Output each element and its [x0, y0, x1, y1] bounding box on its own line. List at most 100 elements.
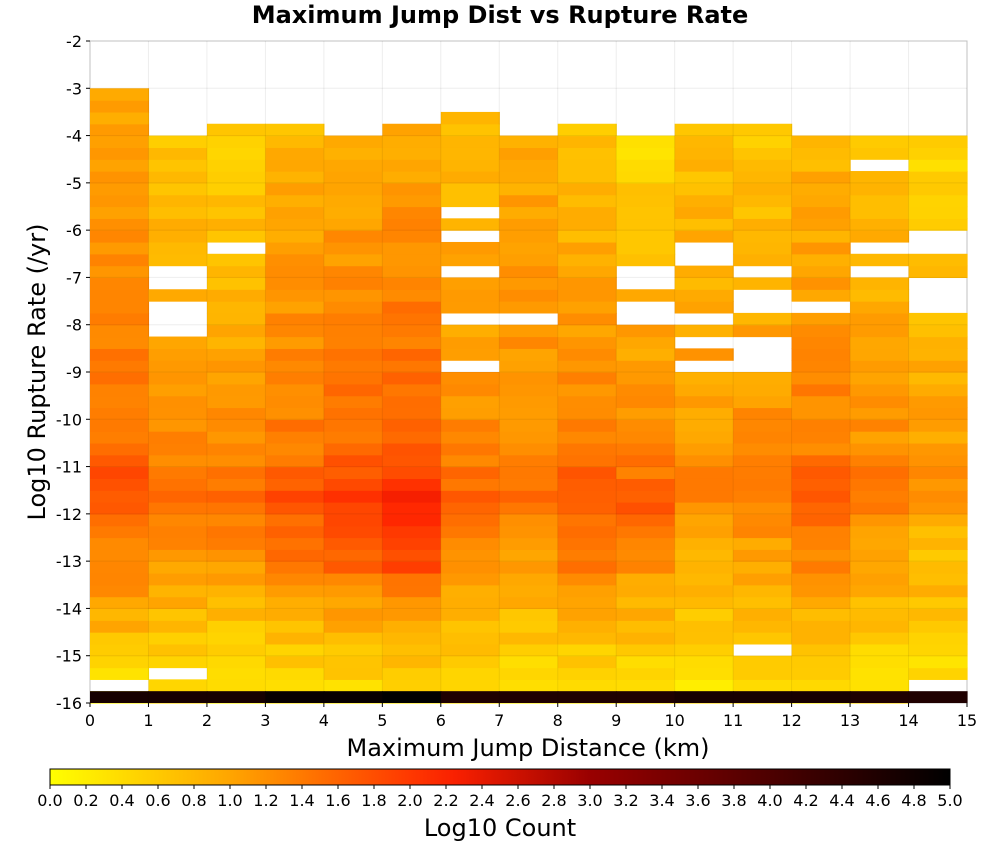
heatmap-cell	[499, 206, 559, 219]
heatmap-cell	[382, 277, 442, 290]
heatmap-cell	[499, 632, 559, 645]
heatmap-cell	[206, 218, 266, 231]
heatmap-cell	[733, 525, 793, 539]
heatmap-cell	[850, 348, 910, 361]
heatmap-cell	[323, 372, 383, 385]
heatmap-cell	[499, 230, 559, 243]
heatmap-cell	[850, 596, 910, 610]
y-tick-label: -2	[66, 32, 82, 51]
heatmap-cell	[206, 667, 266, 680]
heatmap-cell	[791, 632, 851, 645]
heatmap-cell	[733, 147, 793, 160]
heatmap-cell	[557, 549, 617, 562]
heatmap-cell	[206, 312, 266, 326]
heatmap-cell	[850, 301, 910, 314]
heatmap-cell	[440, 454, 500, 468]
heatmap-cell	[90, 111, 150, 125]
heatmap-cell	[382, 466, 442, 479]
heatmap-cell	[616, 584, 676, 598]
y-axis-ticks: -2 -3 -4 -5 -6 -7 -8 -9 -10 -11 -12 -13 -14 -15 -16	[56, 32, 90, 713]
heatmap-cell	[791, 348, 851, 361]
heatmap-cell	[674, 324, 734, 338]
heatmap-cell	[265, 691, 325, 703]
heatmap-cell	[382, 596, 442, 610]
heatmap-cell	[557, 312, 617, 326]
heatmap-cell	[499, 301, 559, 314]
heatmap-cell	[265, 312, 325, 326]
heatmap-cell	[148, 572, 208, 586]
heatmap-cell	[850, 431, 910, 444]
heatmap-cell	[265, 572, 325, 586]
heatmap-cell	[499, 253, 559, 267]
heatmap-cell	[674, 289, 734, 302]
heatmap-cell	[733, 230, 793, 243]
heatmap-cell	[733, 561, 793, 574]
heatmap-cell	[908, 218, 968, 231]
heatmap-cell	[616, 572, 676, 586]
heatmap-cell	[557, 277, 617, 290]
x-tick-label: 7	[494, 711, 504, 730]
heatmap-cell	[323, 324, 383, 338]
colorbar-tick-label: 4.2	[793, 791, 818, 810]
heatmap-cell	[440, 537, 500, 550]
heatmap-cell	[674, 490, 734, 503]
heatmap-cell	[382, 159, 442, 172]
heatmap-cell	[791, 466, 851, 479]
heatmap-cell	[323, 596, 383, 610]
heatmap-cell	[440, 478, 500, 491]
x-tick-label: 3	[260, 711, 270, 730]
heatmap-cell	[148, 407, 208, 420]
heatmap-cell	[616, 691, 676, 703]
heatmap-cell	[90, 407, 150, 420]
heatmap-cell	[206, 584, 266, 598]
heatmap-cell	[499, 466, 559, 479]
heatmap-cell	[206, 632, 266, 645]
colorbar-tick-label: 4.4	[829, 791, 854, 810]
heatmap-cell	[908, 159, 968, 172]
heatmap-cell	[148, 549, 208, 562]
y-tick-label: -8	[66, 316, 82, 335]
heatmap-cell	[674, 194, 734, 208]
heatmap-cell	[850, 336, 910, 349]
grid-lines	[90, 41, 967, 703]
heatmap-cell	[499, 667, 559, 680]
heatmap-cell	[206, 123, 266, 137]
heatmap-cell	[382, 230, 442, 243]
heatmap-cell	[791, 549, 851, 562]
heatmap-cell	[265, 123, 325, 137]
x-tick-label: 8	[553, 711, 563, 730]
heatmap-cell	[733, 312, 793, 326]
heatmap-cell	[674, 182, 734, 196]
heatmap-cell	[733, 549, 793, 562]
heatmap-cell	[908, 608, 968, 621]
heatmap-cell	[265, 667, 325, 680]
heatmap-cell	[440, 584, 500, 598]
colorbar-tick-label: 5.0	[937, 791, 962, 810]
y-tick-label: -14	[56, 599, 82, 618]
heatmap-cell	[90, 419, 150, 432]
heatmap-cell	[382, 667, 442, 680]
heatmap-cell	[791, 253, 851, 267]
heatmap-cell	[323, 253, 383, 267]
heatmap-cell	[440, 667, 500, 680]
heatmap-cell	[440, 466, 500, 479]
heatmap-cell	[323, 584, 383, 598]
heatmap-cell	[557, 537, 617, 550]
y-tick-label: -16	[56, 694, 82, 713]
heatmap-cell	[733, 667, 793, 680]
heatmap-cell	[148, 395, 208, 409]
heatmap-cell	[791, 620, 851, 633]
heatmap-cell	[265, 241, 325, 255]
heatmap-cell	[382, 218, 442, 231]
heatmap-cell	[148, 584, 208, 598]
heatmap-cell	[850, 312, 910, 326]
heatmap-cell	[440, 135, 500, 148]
heatmap-cell	[265, 407, 325, 420]
heatmap-cell	[90, 478, 150, 491]
heatmap-cell	[323, 679, 383, 692]
heatmap-cell	[557, 442, 617, 456]
heatmap-cell	[674, 454, 734, 468]
heatmap-cell	[90, 230, 150, 243]
heatmap-cell	[557, 478, 617, 491]
heatmap-cell	[382, 265, 442, 279]
